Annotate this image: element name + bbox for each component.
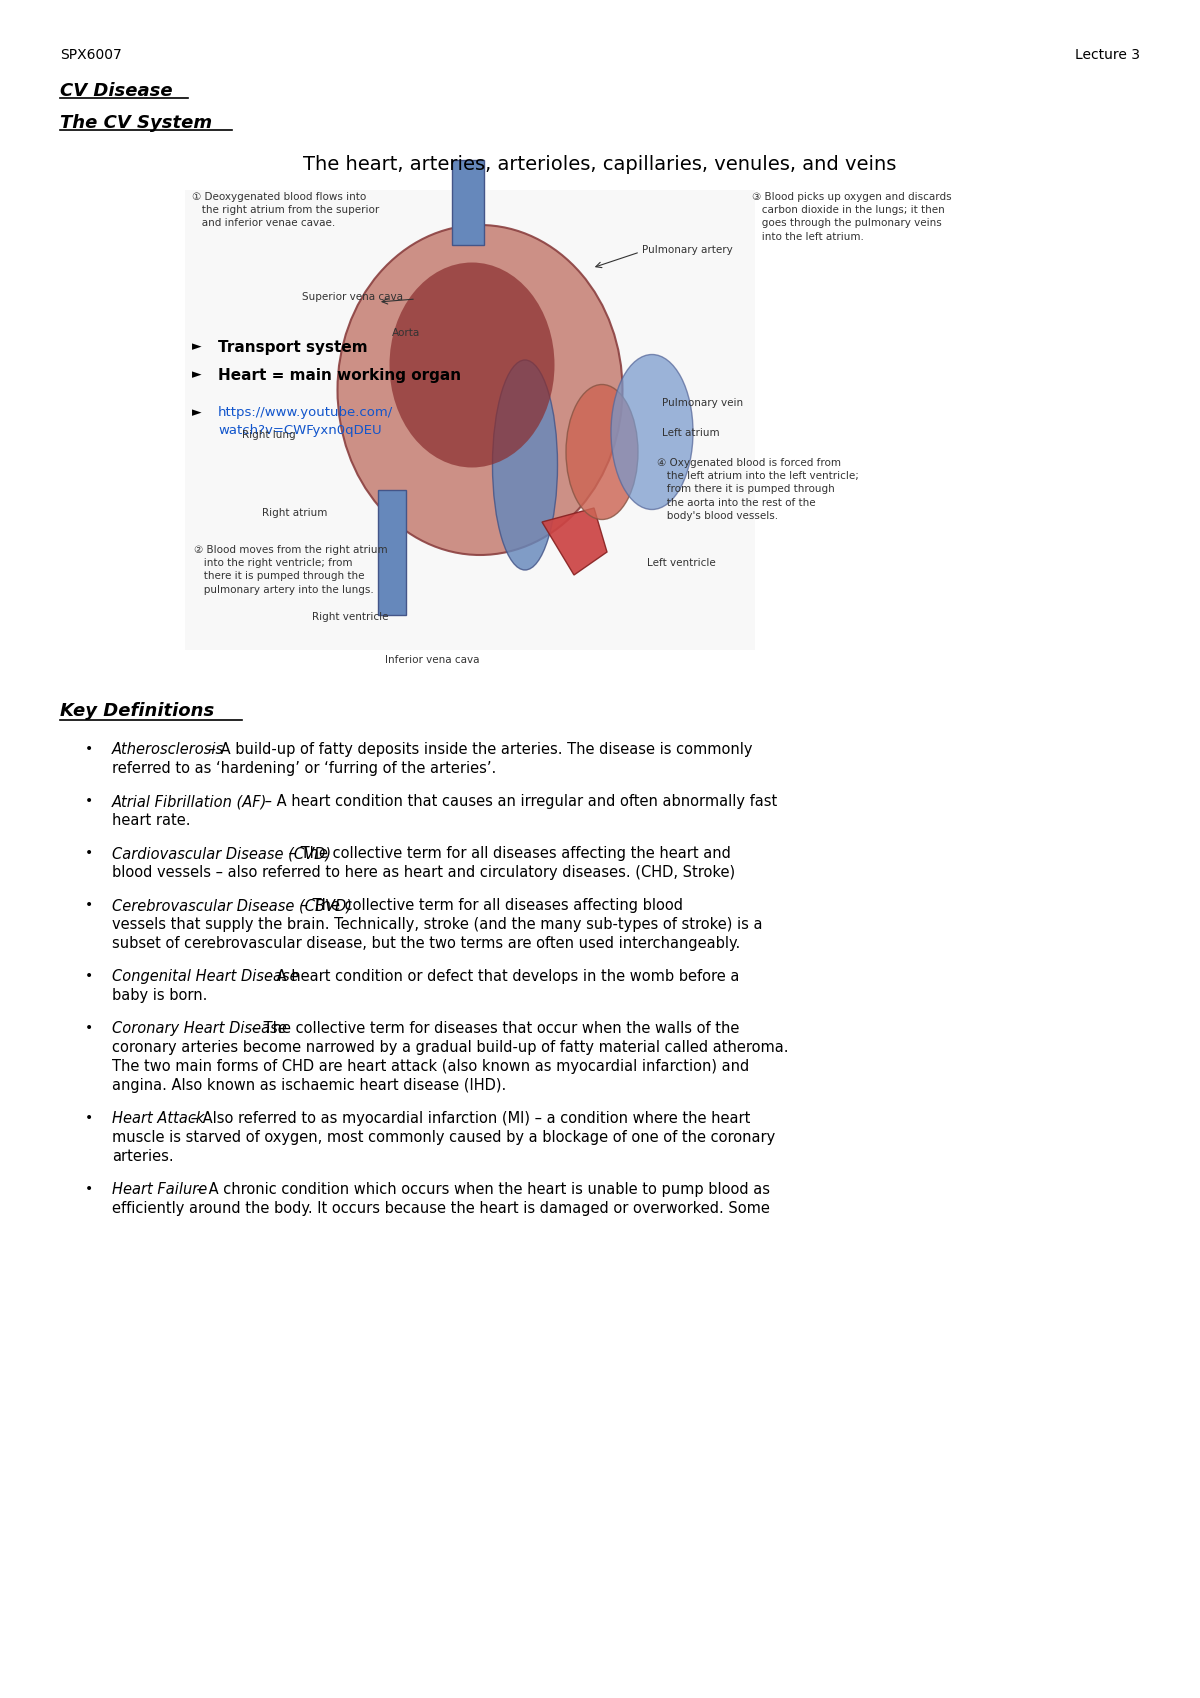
Text: Transport system: Transport system <box>218 340 367 355</box>
Bar <box>452 160 484 245</box>
Text: The two main forms of CHD are heart attack (also known as myocardial infarction): The two main forms of CHD are heart atta… <box>112 1060 749 1075</box>
Ellipse shape <box>337 226 623 555</box>
Text: vessels that supply the brain. Technically, stroke (and the many sub-types of st: vessels that supply the brain. Technical… <box>112 917 762 932</box>
Ellipse shape <box>390 263 554 467</box>
Text: ④ Oxygenated blood is forced from
   the left atrium into the left ventricle;
  : ④ Oxygenated blood is forced from the le… <box>658 458 859 521</box>
Ellipse shape <box>566 384 638 520</box>
Text: Key Definitions: Key Definitions <box>60 701 215 720</box>
Text: – A heart condition or defect that develops in the womb before a: – A heart condition or defect that devel… <box>259 970 739 985</box>
Text: Pulmonary vein: Pulmonary vein <box>662 397 743 408</box>
Text: Right ventricle: Right ventricle <box>312 611 389 621</box>
Text: The heart, arteries, arterioles, capillaries, venules, and veins: The heart, arteries, arterioles, capilla… <box>304 155 896 173</box>
Bar <box>185 190 755 650</box>
Text: Pulmonary artery: Pulmonary artery <box>642 245 733 255</box>
Text: ③ Blood picks up oxygen and discards
   carbon dioxide in the lungs; it then
   : ③ Blood picks up oxygen and discards car… <box>752 192 952 241</box>
Text: •: • <box>85 742 94 756</box>
Text: The CV System: The CV System <box>60 114 212 132</box>
Text: CV Disease: CV Disease <box>60 82 173 100</box>
Text: – The collective term for all diseases affecting blood: – The collective term for all diseases a… <box>296 898 684 914</box>
Text: – Also referred to as myocardial infarction (MI) – a condition where the heart: – Also referred to as myocardial infarct… <box>186 1110 750 1126</box>
Text: ►: ► <box>192 340 202 353</box>
Text: •: • <box>85 795 94 808</box>
Text: angina. Also known as ischaemic heart disease (IHD).: angina. Also known as ischaemic heart di… <box>112 1078 506 1094</box>
Text: – A chronic condition which occurs when the heart is unable to pump blood as: – A chronic condition which occurs when … <box>192 1182 770 1197</box>
Text: Heart Failure: Heart Failure <box>112 1182 208 1197</box>
Text: coronary arteries become narrowed by a gradual build-up of fatty material called: coronary arteries become narrowed by a g… <box>112 1039 788 1054</box>
Text: •: • <box>85 970 94 983</box>
Text: Left ventricle: Left ventricle <box>647 559 715 569</box>
Text: heart rate.: heart rate. <box>112 813 191 829</box>
Text: •: • <box>85 1110 94 1126</box>
Text: •: • <box>85 1182 94 1195</box>
Text: blood vessels – also referred to here as heart and circulatory diseases. (CHD, S: blood vessels – also referred to here as… <box>112 864 736 880</box>
Text: – A build-up of fatty deposits inside the arteries. The disease is commonly: – A build-up of fatty deposits inside th… <box>204 742 752 757</box>
Text: Superior vena cava: Superior vena cava <box>302 292 403 302</box>
Text: Atrial Fibrillation (AF): Atrial Fibrillation (AF) <box>112 795 268 808</box>
Ellipse shape <box>611 355 694 509</box>
Text: Congenital Heart Disease: Congenital Heart Disease <box>112 970 299 985</box>
Text: ►: ► <box>192 368 202 380</box>
Text: Coronary Heart Disease: Coronary Heart Disease <box>112 1020 287 1036</box>
Text: https://www.youtube.com/
watch?v=CWFyxn0qDEU: https://www.youtube.com/ watch?v=CWFyxn0… <box>218 406 394 436</box>
Text: ① Deoxygenated blood flows into
   the right atrium from the superior
   and inf: ① Deoxygenated blood flows into the righ… <box>192 192 379 229</box>
Text: referred to as ‘hardening’ or ‘furring of the arteries’.: referred to as ‘hardening’ or ‘furring o… <box>112 761 497 776</box>
Text: arteries.: arteries. <box>112 1150 174 1165</box>
Bar <box>378 491 406 615</box>
Text: Right lung: Right lung <box>242 430 295 440</box>
Text: Left atrium: Left atrium <box>662 428 720 438</box>
Text: Lecture 3: Lecture 3 <box>1075 48 1140 63</box>
Text: Right atrium: Right atrium <box>262 508 328 518</box>
Polygon shape <box>542 508 607 576</box>
Text: Heart Attack: Heart Attack <box>112 1110 204 1126</box>
Text: •: • <box>85 898 94 912</box>
Text: muscle is starved of oxygen, most commonly caused by a blockage of one of the co: muscle is starved of oxygen, most common… <box>112 1129 775 1144</box>
Text: ② Blood moves from the right atrium
   into the right ventricle; from
   there i: ② Blood moves from the right atrium into… <box>194 545 388 594</box>
Text: – The collective term for all diseases affecting the heart and: – The collective term for all diseases a… <box>284 846 731 861</box>
Ellipse shape <box>492 360 558 571</box>
Text: Atherosclerosis: Atherosclerosis <box>112 742 224 757</box>
Text: Aorta: Aorta <box>392 328 420 338</box>
Text: Heart = main working organ: Heart = main working organ <box>218 368 461 384</box>
Text: subset of cerebrovascular disease, but the two terms are often used interchangea: subset of cerebrovascular disease, but t… <box>112 936 740 951</box>
Text: – The collective term for diseases that occur when the walls of the: – The collective term for diseases that … <box>247 1020 739 1036</box>
Text: efficiently around the body. It occurs because the heart is damaged or overworke: efficiently around the body. It occurs b… <box>112 1200 770 1216</box>
Text: ►: ► <box>192 406 202 419</box>
Text: SPX6007: SPX6007 <box>60 48 121 63</box>
Text: •: • <box>85 1020 94 1036</box>
Text: baby is born.: baby is born. <box>112 988 208 1004</box>
Text: Cardiovascular Disease (CVD): Cardiovascular Disease (CVD) <box>112 846 331 861</box>
Text: •: • <box>85 846 94 859</box>
Text: Cerebrovascular Disease (CBVD): Cerebrovascular Disease (CBVD) <box>112 898 352 914</box>
Text: – A heart condition that causes an irregular and often abnormally fast: – A heart condition that causes an irreg… <box>259 795 776 808</box>
Text: Inferior vena cava: Inferior vena cava <box>385 655 479 666</box>
